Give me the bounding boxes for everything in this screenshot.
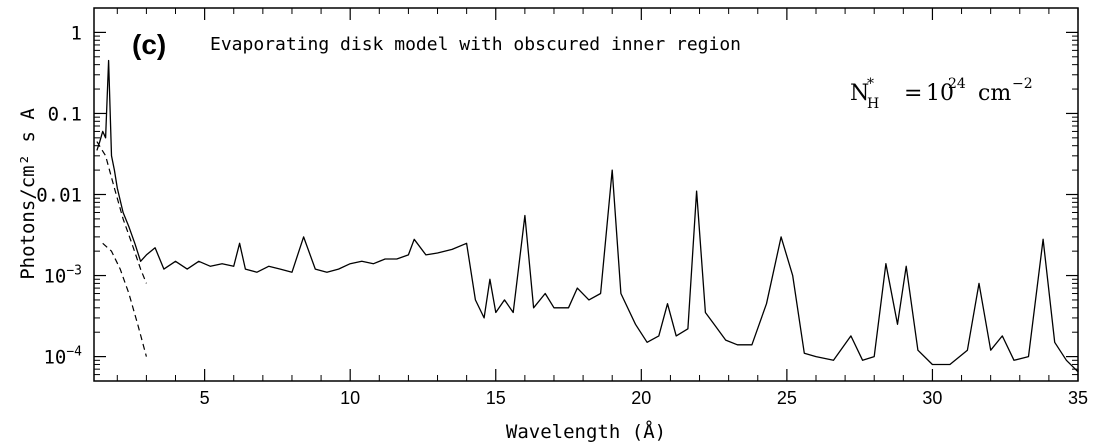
- annotation-unit-exponent: −2: [1012, 76, 1033, 92]
- series-line-1: [96, 59, 1079, 373]
- annotation-unit: cm: [978, 81, 1011, 106]
- x-tick-label: 25: [777, 388, 797, 408]
- annotation-symbol: N: [850, 81, 869, 106]
- annotation-equals: =: [904, 81, 922, 106]
- annotation-subscript: H: [867, 96, 879, 112]
- y-axis-label: Photons/cm² s A: [17, 108, 39, 280]
- x-tick-label: 5: [200, 388, 210, 408]
- x-tick-label: 35: [1068, 388, 1088, 408]
- panel-label: (c): [132, 29, 166, 60]
- series-line-2: [96, 141, 147, 284]
- y-tick-label: 0.01: [36, 185, 82, 207]
- x-tick-label: 20: [631, 388, 651, 408]
- x-tick-label: 10: [340, 388, 360, 408]
- annotation-superscript: *: [867, 76, 874, 92]
- annotation-exponent: 24: [948, 76, 966, 92]
- y-tick-label: 10−3: [43, 264, 82, 288]
- axis-ticks: 5 10 15 20 25 30 35 1 0.1 0.01 10−3 10−4: [36, 7, 1088, 408]
- x-tick-label: 30: [922, 388, 942, 408]
- annotation-base: 10: [926, 81, 954, 106]
- plot-area: [93, 7, 1079, 382]
- svg-text:N: N: [850, 81, 869, 106]
- x-tick-label: 15: [486, 388, 506, 408]
- series-line-3: [102, 242, 147, 357]
- chart-title: Evaporating disk model with obscured inn…: [210, 34, 741, 55]
- x-axis-label: Wavelength (Å): [506, 420, 666, 443]
- spectrum-series: [96, 59, 1079, 373]
- y-tick-label: 1: [71, 22, 82, 44]
- y-tick-label: 0.1: [48, 103, 82, 125]
- column-density-annotation: N * H = 10 24 cm −2: [850, 76, 1033, 112]
- y-tick-label: 10−4: [43, 345, 82, 369]
